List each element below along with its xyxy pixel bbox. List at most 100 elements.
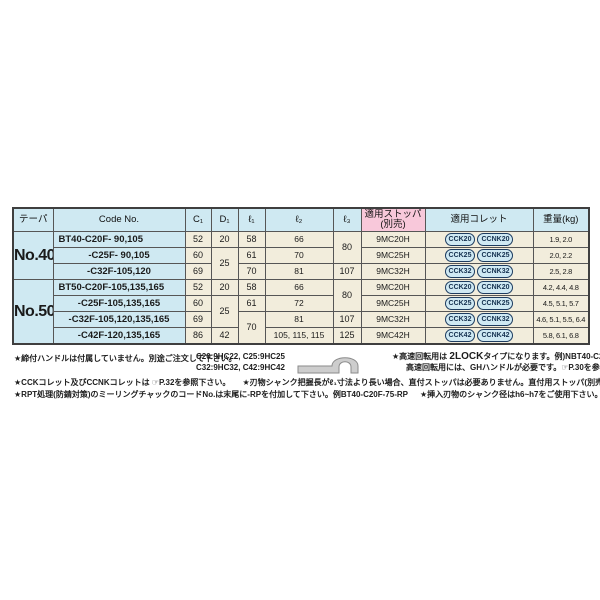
l3-cell: 107 bbox=[332, 263, 362, 280]
footnote-row-2: ★CCKコレット及びCCNKコレットは ☞P.32を参照下さい。 ★刃物シャンク… bbox=[14, 377, 600, 388]
header-row: テーパ Code No. C₁ D₁ ℓ₁ ℓ₂ ℓ₃ 適用ストッパ (別売) … bbox=[12, 207, 590, 232]
collet-cell: CCK20 CCNK20 bbox=[424, 231, 534, 248]
collet-cell: CCK32 CCNK32 bbox=[424, 311, 534, 328]
footnote-highspeed2-post: が必要です。☞P.30を参照下さい。 bbox=[514, 362, 600, 372]
table-row: -C25F-105,135,165 60 25 61 72 9MC25H CCK… bbox=[13, 295, 590, 328]
collet-cell: CCK25 CCNK25 bbox=[424, 295, 534, 312]
column-header-l1: ℓ₁ bbox=[237, 207, 266, 232]
d1-cell: 20 bbox=[210, 279, 239, 296]
l3-cell: 125 bbox=[332, 327, 362, 345]
footnote-handle-codes-line2: C32:9HC32, C42:9HC42 bbox=[196, 362, 285, 372]
column-header-code: Code No. bbox=[52, 207, 186, 232]
weight-cell: 5.8, 6.1, 6.8 bbox=[532, 327, 590, 345]
collet-badge: CCK42 bbox=[444, 329, 476, 342]
d1-cell: 25 bbox=[210, 295, 239, 328]
collet-badge: CCK25 bbox=[444, 249, 476, 262]
l1-cell: 58 bbox=[237, 231, 266, 248]
weight-cell: 2.0, 2.2 bbox=[532, 247, 590, 264]
column-header-taper: テーパ bbox=[12, 207, 54, 232]
footnote-highspeed: ★高速回転用は 2LOCKタイプになります。例)NBT40-C20F-90G 高… bbox=[392, 351, 600, 373]
l3-cell: 80 bbox=[332, 231, 362, 264]
collet-badge: CCK20 bbox=[444, 233, 476, 246]
column-header-collet: 適用コレット bbox=[424, 207, 534, 232]
taper-cell-no40: No.40 bbox=[12, 231, 54, 280]
footnote-row-3: ★RPT処理(防錆対策)のミーリングチャックのコードNo.は末尾に-RPを付加し… bbox=[14, 389, 600, 400]
l2-cell: 105, 115, 115 bbox=[264, 327, 334, 345]
collet-cell: CCK32 CCNK32 bbox=[424, 263, 534, 280]
collet-cell: CCK42 CCNK42 bbox=[424, 327, 534, 345]
collet-badge: CCNK42 bbox=[477, 329, 514, 342]
l1-cell: 61 bbox=[237, 247, 266, 264]
l2-cell: 81 bbox=[264, 263, 334, 280]
collet-badge: CCNK32 bbox=[477, 313, 514, 326]
code-cell: -C32F-105,120 bbox=[52, 263, 186, 280]
footnote-highspeed-pre: ★高速回転用は bbox=[392, 352, 450, 361]
table-row: -C32F-105,120,135,165 69 70 81 107 9MC32… bbox=[13, 311, 590, 345]
collet-badge: CCK32 bbox=[444, 313, 476, 326]
collet-badge: CCK20 bbox=[444, 281, 476, 294]
footnote-shank: ★刃物シャンク把握長がℓ₁寸法より長い場合、直付ストッパは必要ありません。直付用… bbox=[242, 378, 600, 387]
footnote-gh-handle-label: GHハンドル bbox=[470, 362, 514, 372]
stopper-cell: 9MC20H bbox=[360, 231, 426, 248]
weight-cell: 1.9, 2.0 bbox=[532, 231, 590, 248]
footnote-handle: ★締付ハンドルは付属していません。別途ご注文して下さい。 bbox=[14, 354, 237, 363]
footnote-highspeed-line1: ★高速回転用は 2LOCKタイプになります。例)NBT40-C20F-90G bbox=[392, 351, 600, 363]
column-header-stopper: 適用ストッパ (別売) bbox=[360, 207, 426, 232]
c1-cell: 60 bbox=[184, 247, 212, 264]
collet-badge: CCNK25 bbox=[477, 297, 514, 310]
weight-cell: 4.5, 5.1, 5.7 bbox=[532, 295, 590, 312]
column-header-l3: ℓ₃ bbox=[332, 207, 362, 232]
l2-cell: 70 bbox=[264, 247, 334, 264]
code-cell: -C25F-105,135,165 bbox=[52, 295, 186, 312]
l2-cell: 72 bbox=[264, 295, 334, 312]
footnote-rpt: ★RPT処理(防錆対策)のミーリングチャックのコードNo.は末尾に-RPを付加し… bbox=[14, 390, 408, 399]
code-cell: -C25F- 90,105 bbox=[52, 247, 186, 264]
stopper-cell: 9MC42H bbox=[360, 327, 426, 345]
l1-cell: 58 bbox=[237, 279, 266, 296]
table-row: -C25F- 90,105 60 25 61 70 9MC25H CCK25 CC… bbox=[13, 247, 590, 280]
footnote-2lock-label: 2LOCK bbox=[449, 351, 484, 362]
l3-cell: 80 bbox=[332, 279, 362, 312]
stopper-cell: 9MC20H bbox=[360, 279, 426, 296]
collet-badge: CCNK25 bbox=[477, 249, 514, 262]
c1-cell: 86 bbox=[184, 327, 212, 345]
c1-cell: 69 bbox=[184, 263, 212, 280]
code-cell: BT50-C20F-105,135,165 bbox=[52, 279, 186, 296]
l3-cell: 107 bbox=[332, 311, 362, 328]
hook-wrench-icon bbox=[297, 357, 359, 374]
taper-cell-no50: No.50 bbox=[12, 279, 54, 345]
l2-cell: 81 bbox=[264, 311, 334, 328]
stopper-cell: 9MC32H bbox=[360, 263, 426, 280]
l1-cell: 70 bbox=[237, 311, 266, 345]
l2-cell: 66 bbox=[264, 231, 334, 248]
collet-badge: CCNK20 bbox=[477, 281, 514, 294]
column-header-l2: ℓ₂ bbox=[264, 207, 334, 232]
code-cell: -C42F-120,135,165 bbox=[52, 327, 186, 345]
weight-cell: 2.5, 2.8 bbox=[532, 263, 590, 280]
footnote-insert: ★挿入刃物のシャンク径はh6~h7をご使用下さい。 bbox=[419, 390, 600, 399]
column-header-d1: D₁ bbox=[210, 207, 239, 232]
c1-cell: 52 bbox=[184, 279, 212, 296]
c1-cell: 60 bbox=[184, 295, 212, 312]
column-header-c1: C₁ bbox=[184, 207, 212, 232]
table-row: No.50 BT50-C20F-105,135,165 52 20 58 66 … bbox=[12, 279, 590, 345]
stopper-cell: 9MC25H bbox=[360, 247, 426, 264]
code-cell: -C32F-105,120,135,165 bbox=[52, 311, 186, 328]
table-row: -C32F-105,120 69 70 81 107 9MC32H CCK32 C… bbox=[13, 263, 590, 280]
collet-badge: CCNK32 bbox=[477, 265, 514, 278]
collet-badge: CCK32 bbox=[444, 265, 476, 278]
d1-cell: 25 bbox=[210, 247, 239, 280]
column-header-weight: 重量(kg) bbox=[532, 207, 590, 232]
collet-badge: CCNK20 bbox=[477, 233, 514, 246]
stopper-cell: 9MC25H bbox=[360, 295, 426, 312]
footnote-highspeed2-pre: 高速回転用には、 bbox=[406, 362, 470, 372]
footnote-cck: ★CCKコレット及びCCNKコレットは ☞P.32を参照下さい。 bbox=[14, 378, 231, 387]
l1-cell: 61 bbox=[237, 295, 266, 312]
l1-cell: 70 bbox=[237, 263, 266, 280]
footnote-highspeed-post: タイプになります。例)NBT40-C20F-90G bbox=[483, 352, 600, 361]
spec-table: テーパ Code No. C₁ D₁ ℓ₁ ℓ₂ ℓ₃ 適用ストッパ (別売) … bbox=[12, 207, 590, 345]
c1-cell: 52 bbox=[184, 231, 212, 248]
stopper-cell: 9MC32H bbox=[360, 311, 426, 328]
table-row: No.40 BT40-C20F- 90,105 52 20 58 66 80 9… bbox=[12, 231, 590, 280]
